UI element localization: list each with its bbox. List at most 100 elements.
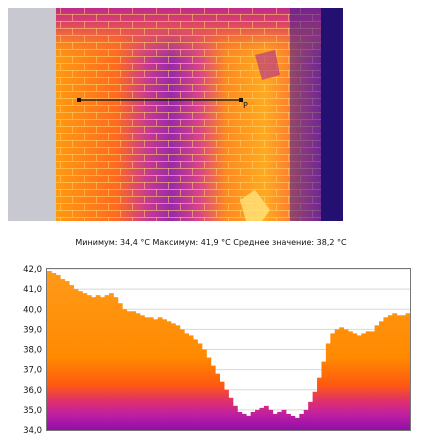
profile-bar	[51, 273, 57, 430]
avg-value: 38,2	[316, 238, 335, 247]
profile-bar	[215, 373, 221, 430]
profile-bar	[170, 323, 176, 430]
profile-bar	[117, 303, 123, 430]
profile-bar	[135, 313, 141, 430]
profile-bar	[126, 311, 132, 430]
profile-bar	[396, 315, 402, 430]
y-tick-label: 41,0	[23, 285, 42, 295]
profile-bar	[259, 407, 265, 430]
profile-bar	[317, 377, 322, 430]
profile-bar	[268, 409, 274, 431]
profile-bar	[108, 293, 114, 430]
profile-bar	[232, 405, 238, 430]
max-label: Максимум:	[152, 238, 199, 247]
profile-bar	[179, 329, 185, 431]
profile-bar	[352, 333, 358, 430]
profile-bar	[86, 295, 92, 430]
profile-bar	[139, 315, 145, 430]
profile-bar	[250, 411, 256, 430]
profile-bar	[113, 297, 119, 430]
profile-bar	[255, 409, 260, 431]
profile-bar	[383, 317, 389, 430]
profile-bar	[224, 389, 229, 430]
profile-bar	[95, 295, 101, 430]
profile-bar	[281, 409, 287, 431]
min-value: 34,4	[119, 238, 138, 247]
profile-bar	[299, 413, 305, 430]
profile-bar	[370, 331, 375, 430]
profile-bar	[237, 411, 243, 430]
y-tick-label: 40,0	[23, 305, 42, 315]
profile-bar	[64, 281, 70, 430]
profile-bar	[241, 413, 247, 430]
profile-bar	[374, 325, 380, 430]
profile-bar	[392, 313, 398, 430]
profile-bar	[148, 317, 154, 430]
profile-bar	[303, 409, 309, 431]
y-tick-label: 35,0	[23, 406, 42, 416]
profile-bar	[228, 397, 234, 430]
profile-bar	[290, 415, 296, 430]
temperature-profile-chart: 42,0 41,0 40,0 39,0 38,0 37,0 36,0 35,0 34,0	[0, 258, 422, 441]
profile-bar	[387, 315, 393, 430]
y-tick-label: 39,0	[23, 325, 42, 335]
chart-y-axis: 42,0 41,0 40,0 39,0 38,0 37,0 36,0 35,0 34,0	[23, 265, 42, 436]
profile-bar	[73, 289, 79, 431]
profile-bar	[47, 271, 52, 430]
profile-bar	[197, 343, 203, 430]
profile-bar	[157, 317, 163, 430]
profile-bar	[82, 293, 88, 430]
min-label: Минимум:	[75, 238, 118, 247]
profile-bar	[104, 295, 110, 430]
y-tick-label: 36,0	[23, 386, 42, 396]
profile-bar	[144, 317, 150, 430]
chart-frame	[46, 268, 411, 431]
max-value: 41,9	[200, 238, 219, 247]
profile-bar	[184, 333, 190, 430]
profile-bar	[210, 365, 216, 430]
profile-bar	[286, 413, 291, 430]
profile-bar	[356, 335, 362, 430]
profile-bar	[153, 319, 159, 430]
profile-bar	[77, 291, 83, 430]
profile-bar	[69, 285, 74, 430]
profile-bar	[405, 313, 411, 430]
max-unit: °C	[221, 238, 231, 247]
profile-bar	[100, 297, 105, 430]
measure-line-start-handle[interactable]	[77, 98, 81, 102]
line-statistics: Минимум: 34,4 °C Максимум: 41,9 °C Средн…	[0, 238, 422, 247]
profile-bar	[308, 401, 314, 430]
min-unit: °C	[140, 238, 150, 247]
profile-bar	[166, 321, 172, 430]
profile-bar	[401, 315, 406, 430]
profile-bar	[55, 275, 61, 430]
profile-bar	[379, 321, 384, 430]
profile-bar	[131, 311, 136, 430]
measure-line-label: P	[243, 101, 248, 110]
avg-unit: °C	[337, 238, 347, 247]
profile-bar	[263, 405, 269, 430]
y-tick-label: 38,0	[23, 346, 42, 356]
measure-line-end-handle[interactable]	[239, 98, 243, 102]
profile-bar	[334, 329, 340, 431]
profile-bar	[188, 335, 194, 430]
profile-bar	[277, 411, 283, 430]
profile-bar	[206, 357, 212, 430]
profile-bar	[365, 331, 371, 430]
avg-label: Среднее значение:	[233, 238, 315, 247]
profile-bar	[122, 309, 128, 430]
profile-bar	[162, 319, 167, 430]
profile-bar	[246, 415, 252, 430]
profile-bar	[201, 349, 207, 430]
profile-bar	[343, 329, 349, 431]
profile-bar	[348, 331, 353, 430]
profile-bar	[294, 417, 300, 430]
thermal-image[interactable]: P	[0, 0, 422, 232]
profile-bar	[219, 381, 225, 430]
profile-bar	[321, 361, 327, 430]
y-tick-label: 42,0	[23, 265, 42, 275]
chart-bars	[47, 271, 411, 431]
profile-bar	[175, 325, 181, 430]
profile-bar	[361, 333, 367, 430]
y-tick-label: 37,0	[23, 366, 42, 376]
